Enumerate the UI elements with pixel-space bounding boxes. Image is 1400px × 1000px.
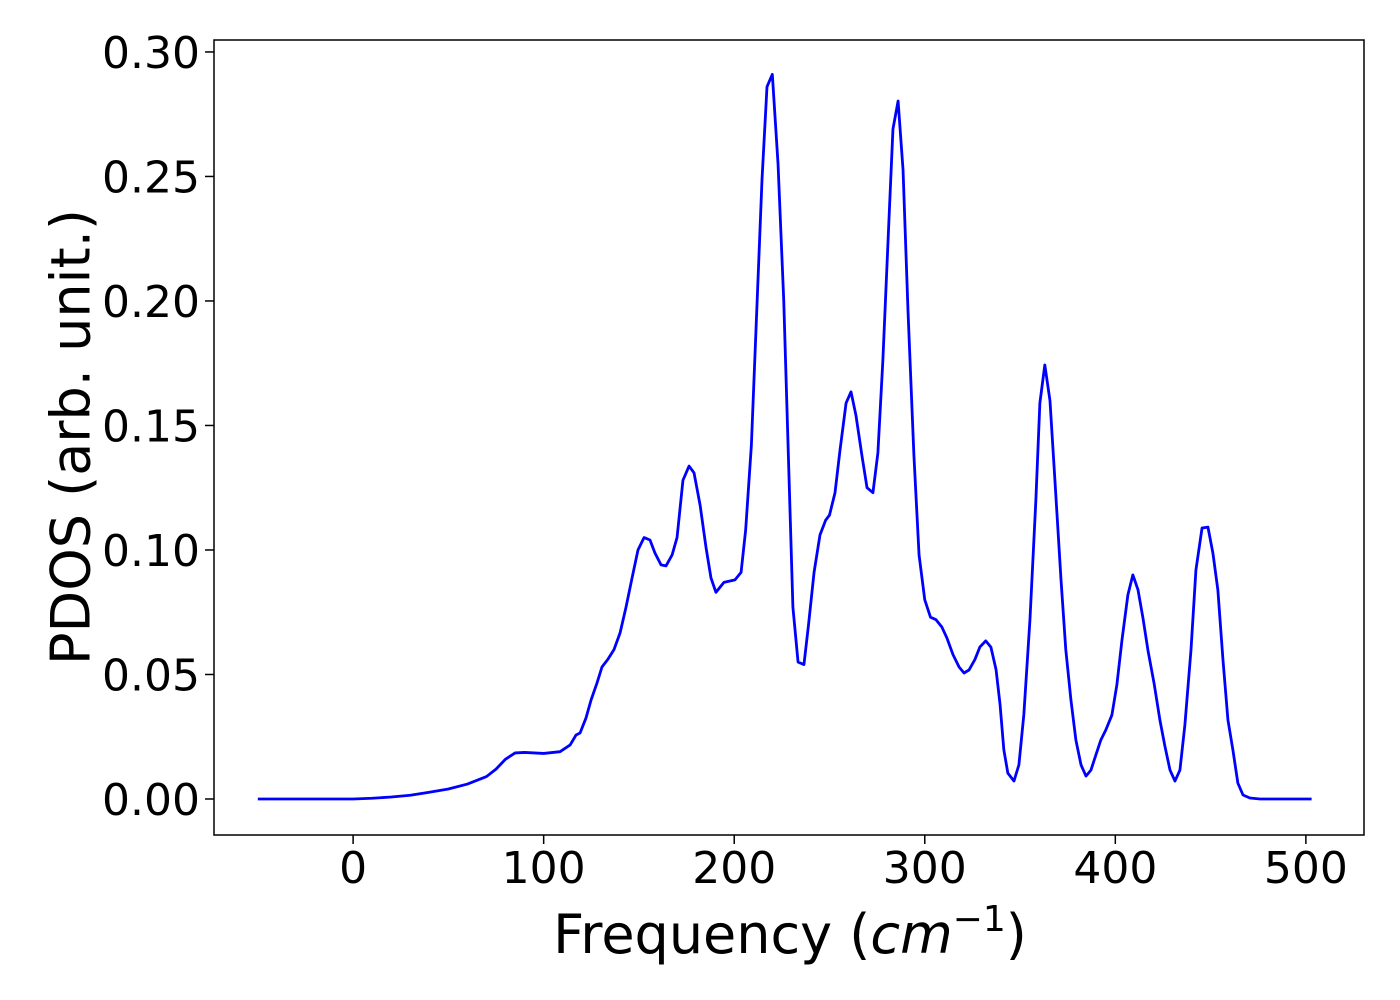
x-tick-label: 500 [1264,843,1348,894]
x-tick-label: 200 [692,843,776,894]
y-tick-label: 0.10 [102,526,200,577]
y-tick-label: 0.05 [102,650,200,701]
y-axis-label: PDOS (arb. unit.) [40,209,103,665]
x-tick-label: 300 [883,843,967,894]
x-label-close: ) [1006,903,1027,966]
x-axis-label: Frequency (cm−1) [553,899,1027,966]
x-label-text: Frequency ( [553,903,870,966]
y-tick-label: 0.30 [102,28,200,79]
x-tick-label: 100 [502,843,586,894]
y-tick-label: 0.20 [102,277,200,328]
x-label-math: cm [870,903,952,966]
x-label-sup: −1 [953,899,1006,940]
x-tick-label: 400 [1073,843,1157,894]
data-line [257,72,1312,801]
plot-frame [213,39,1365,836]
x-tick-label: 0 [339,843,367,894]
y-tick-label: 0.25 [102,152,200,203]
y-tick-label: 0.00 [102,775,200,826]
y-tick-label: 0.15 [102,401,200,452]
